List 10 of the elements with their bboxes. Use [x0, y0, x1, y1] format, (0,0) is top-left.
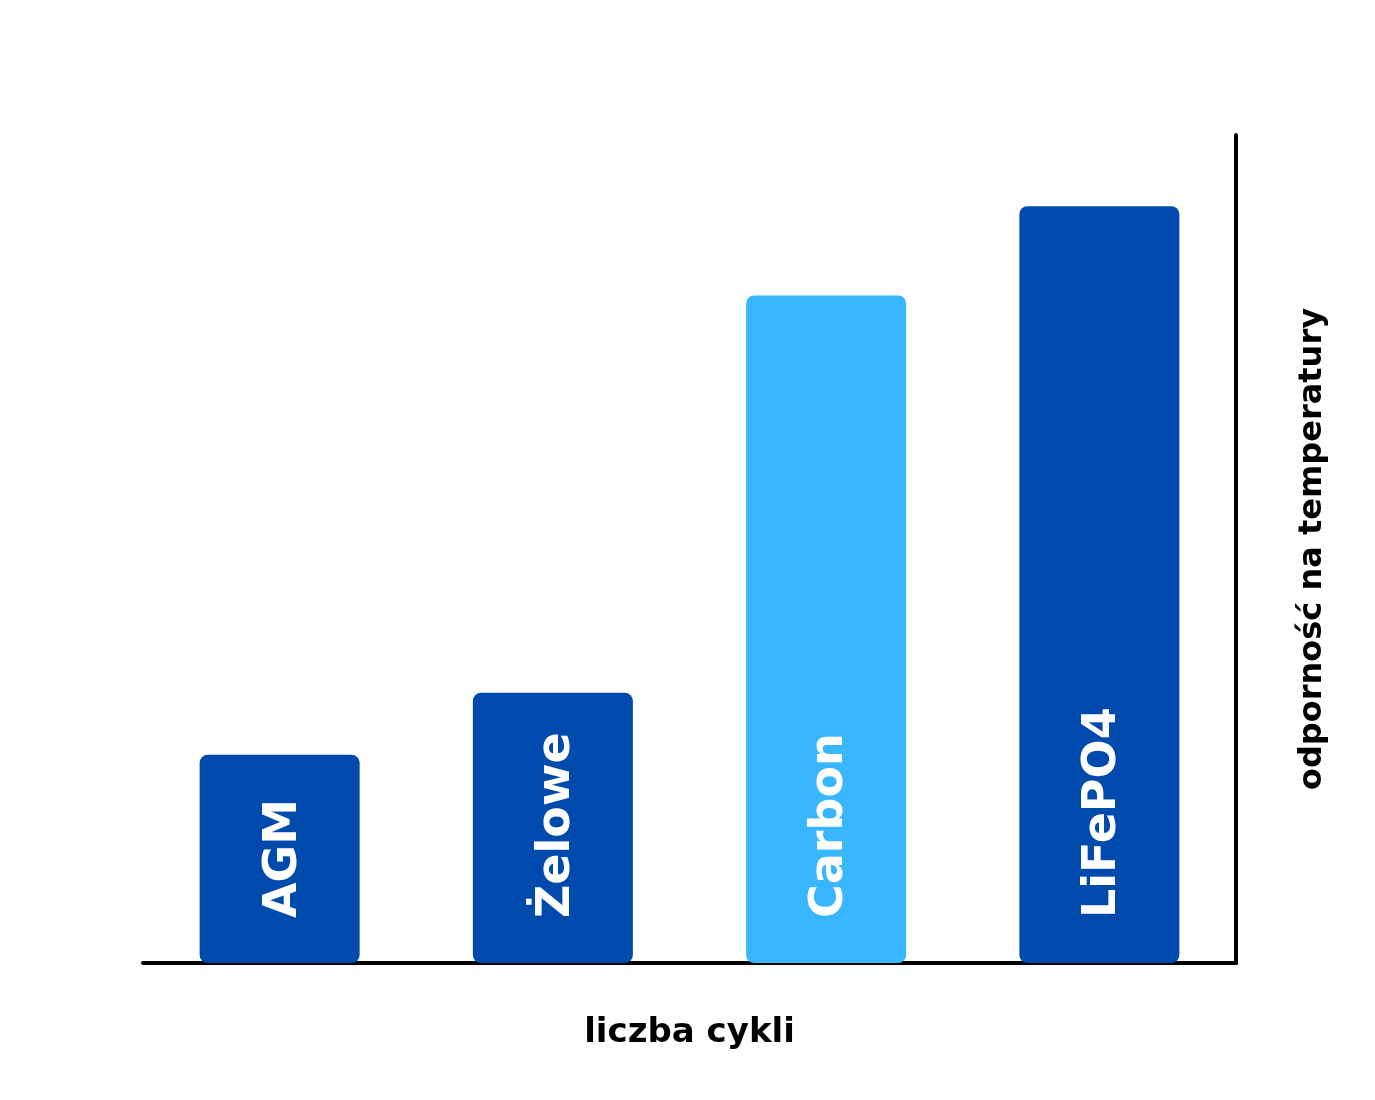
x-tick-label: AGM	[252, 798, 307, 918]
x-tick-label: Carbon	[799, 733, 854, 918]
y-axis-title: odporność na temperatury	[1291, 307, 1329, 791]
x-tick-label: Żelowe	[525, 732, 580, 918]
bar	[472, 692, 633, 963]
x-tick-label: LiFePO4	[1072, 707, 1127, 918]
bar	[746, 295, 907, 963]
x-axis-title: liczba cykli	[584, 1010, 795, 1050]
bar	[1019, 206, 1180, 963]
bar	[199, 754, 360, 963]
